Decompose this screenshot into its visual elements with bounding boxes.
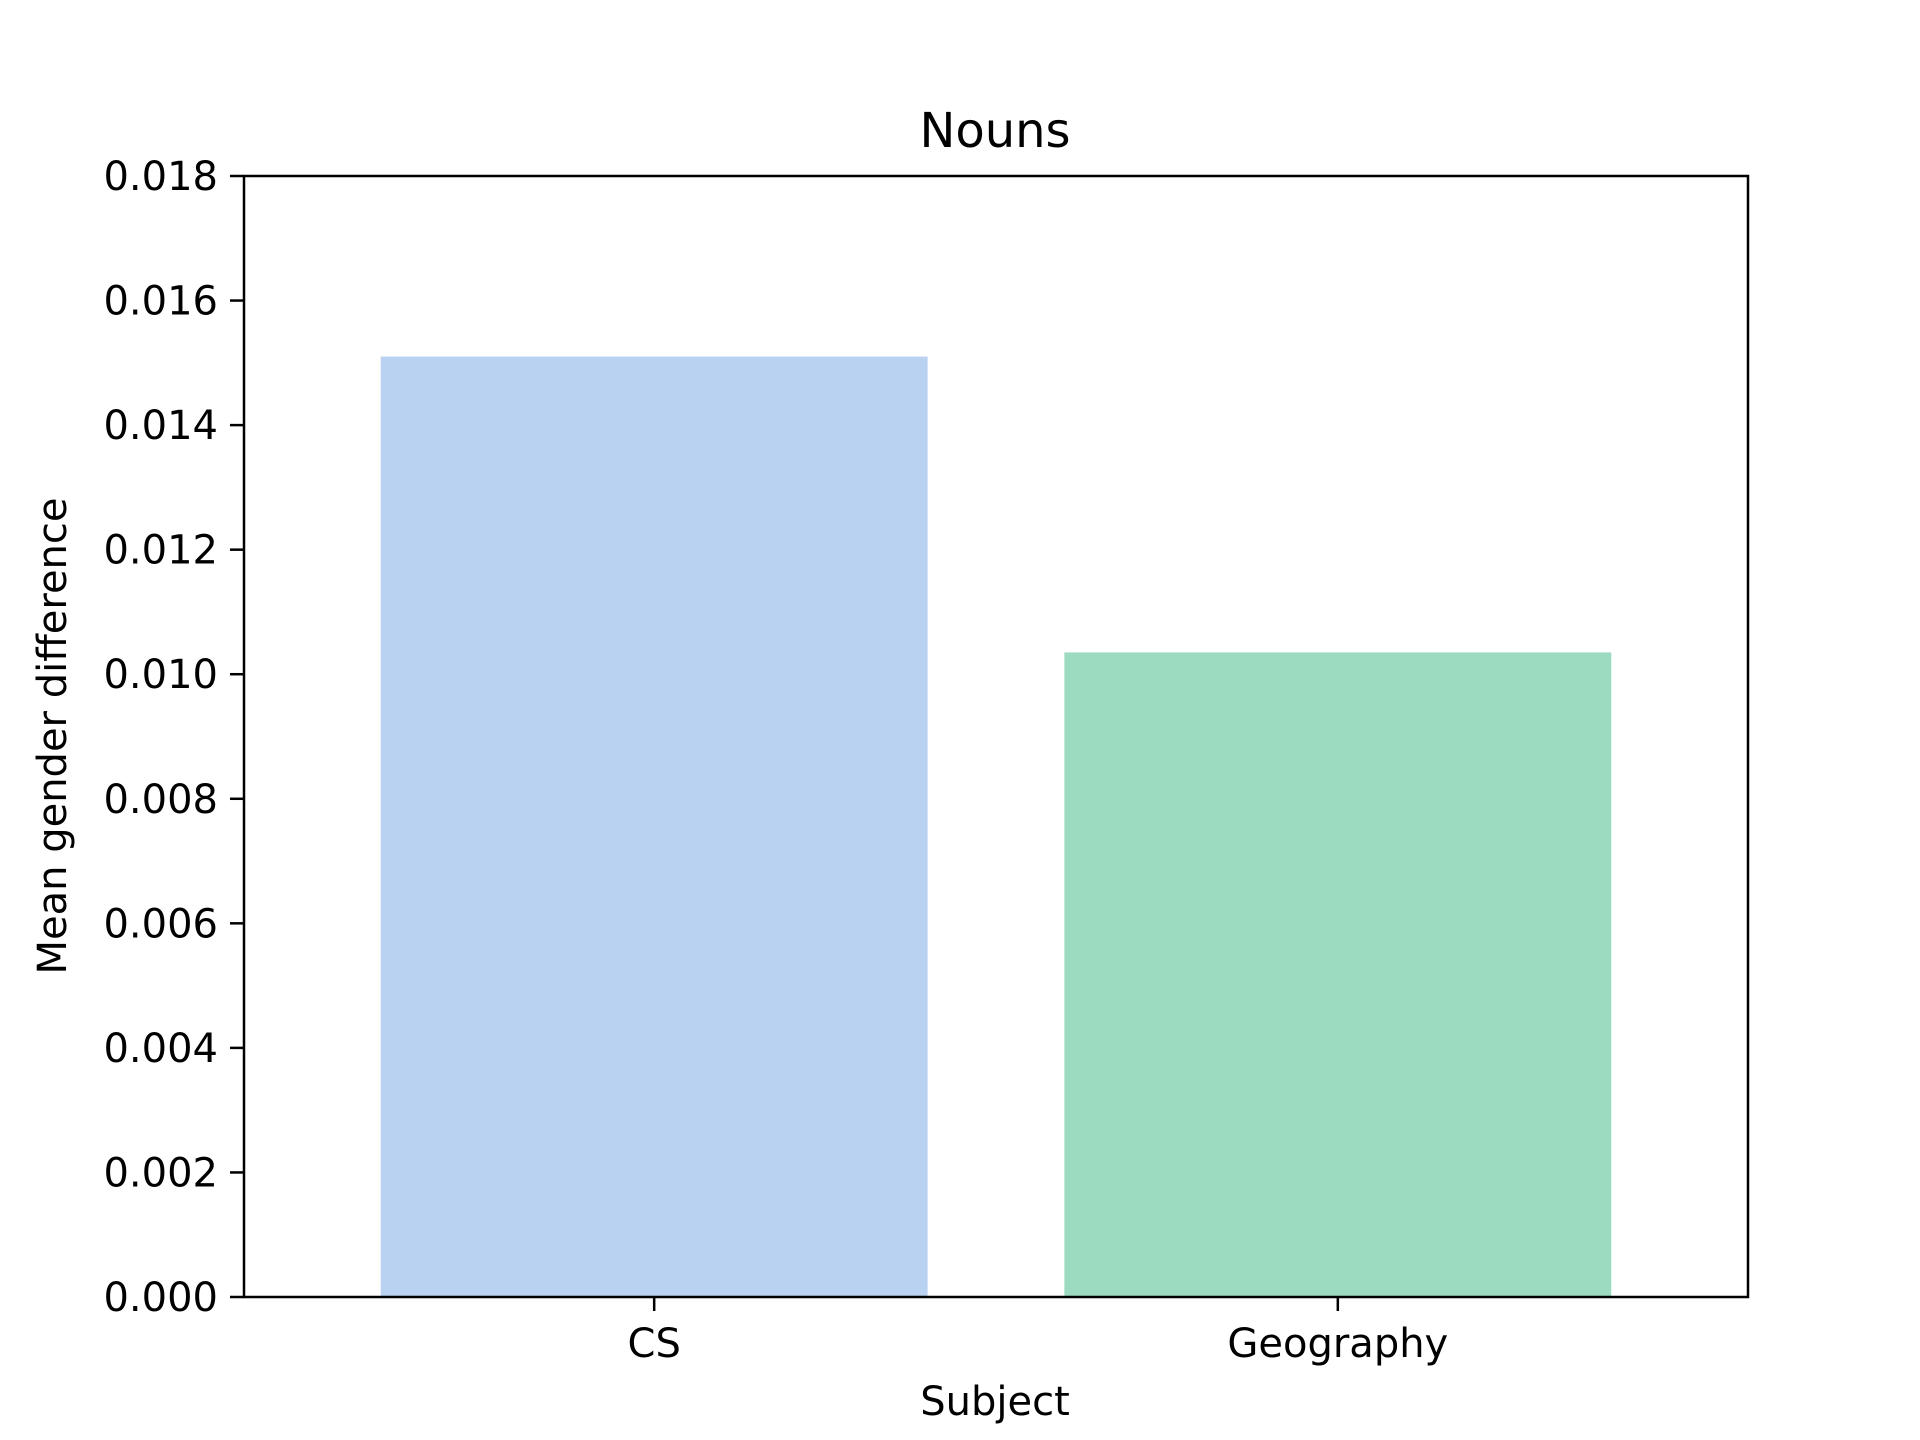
chart-title: Nouns [919, 103, 1070, 159]
y-tick-label: 0.008 [103, 777, 218, 823]
x-axis-label: Subject [920, 1379, 1070, 1425]
y-axis: 0.000 0.002 0.004 0.006 0.008 0.010 0.012 0.014… [103, 154, 244, 1321]
x-tick-label-cs: CS [628, 1321, 681, 1367]
y-tick-label: 0.012 [103, 528, 218, 574]
y-tick-label: 0.018 [103, 154, 218, 200]
y-tick-label: 0.014 [103, 403, 218, 449]
y-tick-label: 0.006 [103, 901, 218, 947]
bar-geography [1064, 652, 1612, 1297]
y-tick-label: 0.004 [103, 1026, 218, 1072]
bar-cs [380, 356, 928, 1297]
x-tick-label-geography: Geography [1227, 1321, 1448, 1367]
y-tick-label: 0.002 [103, 1150, 218, 1196]
bars-group [380, 356, 1612, 1297]
y-tick-label: 0.000 [103, 1275, 218, 1321]
plot-frame [242, 174, 1750, 1299]
y-tick-label: 0.016 [103, 279, 218, 325]
y-axis-label: Mean gender difference [30, 497, 76, 974]
y-tick-label: 0.010 [103, 652, 218, 698]
x-axis: CS Geography [628, 1297, 1448, 1367]
